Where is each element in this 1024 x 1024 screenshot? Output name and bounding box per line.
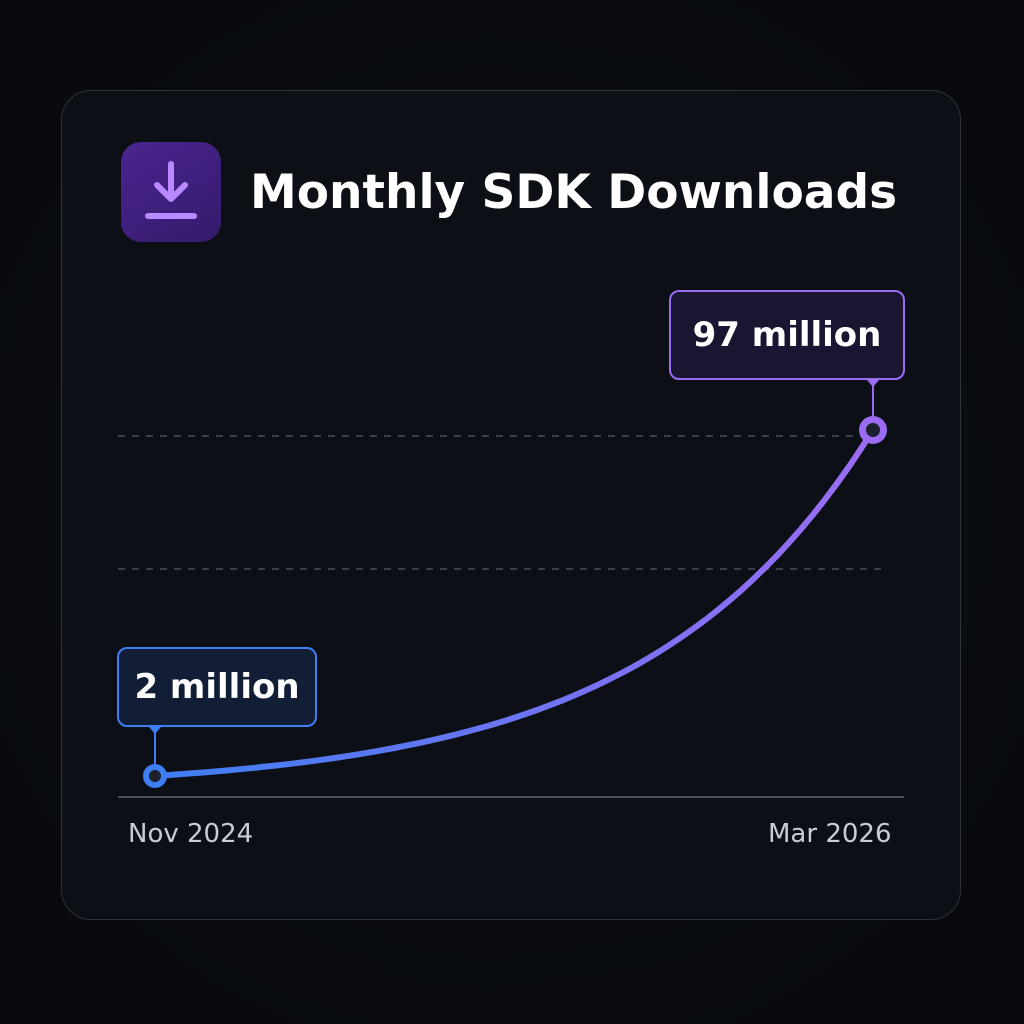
download-icon (145, 161, 197, 219)
pointer-start (149, 727, 161, 734)
data-label-end: 97 million (669, 290, 905, 380)
download-icon-tile (121, 142, 221, 242)
series-line (152, 427, 876, 779)
data-point-start-center (149, 770, 161, 782)
x-tick-label-end: Mar 2026 (768, 819, 892, 849)
pointer-end (867, 380, 879, 387)
x-tick-label-start: Nov 2024 (128, 819, 254, 849)
data-label-start: 2 million (117, 647, 317, 727)
page-title: Monthly SDK Downloads (250, 165, 898, 220)
data-point-end-center (866, 423, 880, 437)
